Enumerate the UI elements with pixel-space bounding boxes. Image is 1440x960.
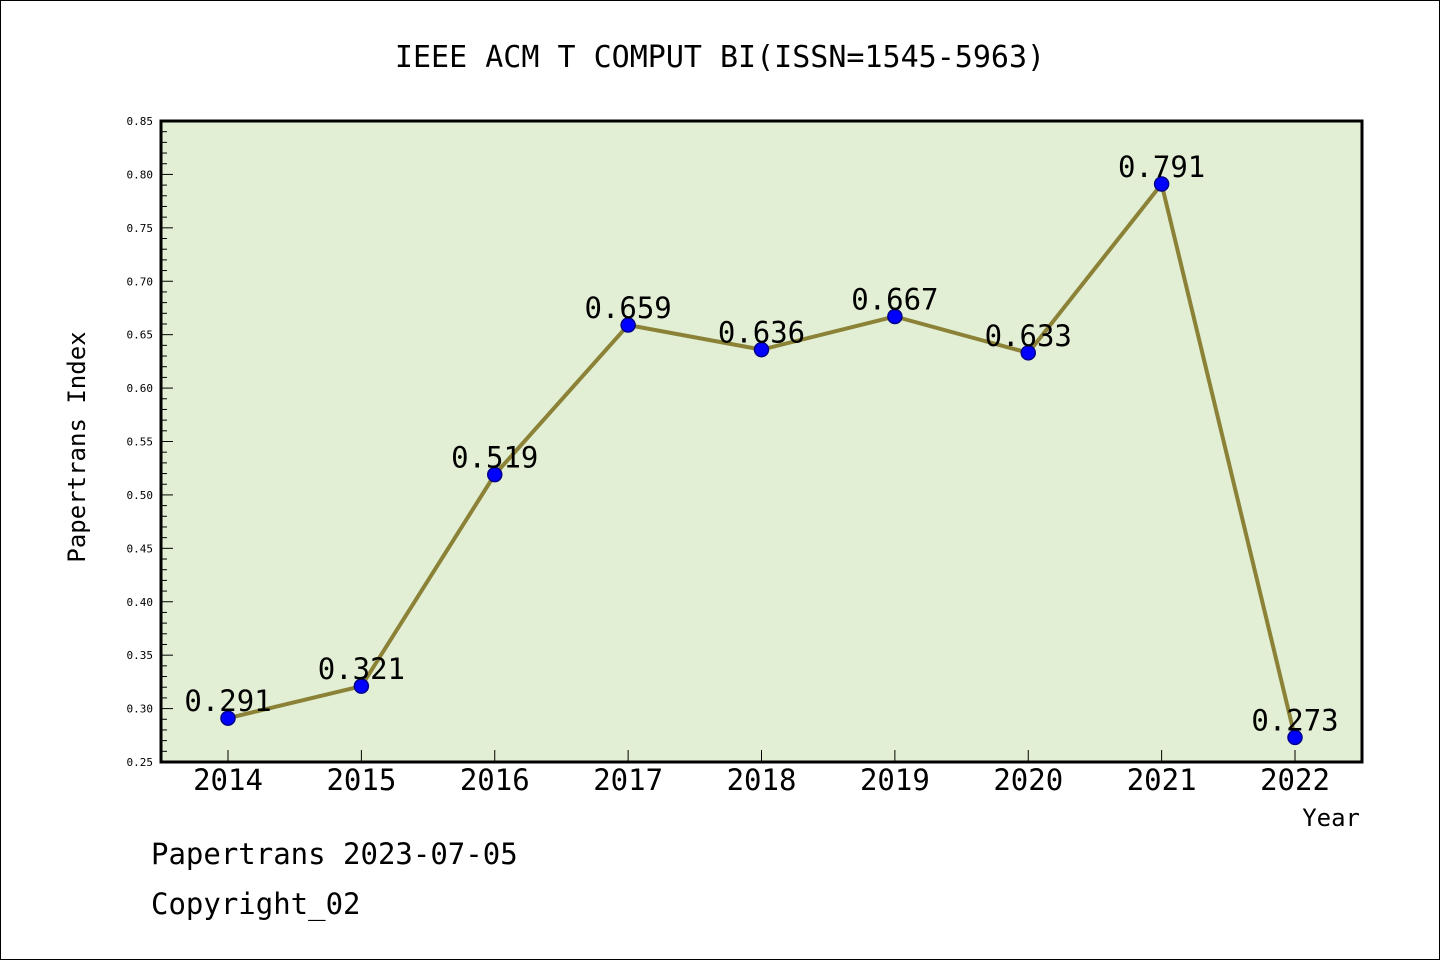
x-tick-label: 2022 [1260, 763, 1330, 797]
y-axis-label: Papertrans Index [63, 331, 91, 562]
data-label: 0.321 [318, 652, 405, 686]
y-tick-label: 0.25 [127, 756, 154, 769]
y-tick-label: 0.30 [127, 703, 154, 716]
data-point [887, 308, 903, 325]
chart-title: IEEE ACM T COMPUT BI(ISSN=1545-5963) [395, 40, 1045, 75]
y-tick-label: 0.50 [127, 489, 154, 502]
data-label: 0.667 [851, 283, 938, 317]
data-label: 0.273 [1251, 703, 1338, 737]
x-tick-label: 2017 [593, 763, 663, 797]
y-tick-label: 0.35 [127, 649, 154, 662]
x-tick-label: 2014 [193, 763, 263, 797]
x-tick-label: 2015 [326, 763, 396, 797]
data-label: 0.636 [718, 316, 805, 350]
data-point [1287, 729, 1303, 746]
data-point [353, 678, 370, 694]
data-label: 0.519 [451, 441, 538, 475]
y-tick-label: 0.55 [127, 436, 154, 449]
data-label: 0.291 [184, 684, 271, 718]
data-point [1020, 345, 1036, 361]
x-tick-label: 2021 [1127, 763, 1197, 797]
x-tick-label: 2016 [460, 763, 530, 797]
data-point [620, 317, 636, 333]
x-axis-label: Year [1302, 804, 1360, 832]
y-tick-label: 0.40 [127, 596, 154, 609]
plot-border [159, 119, 1364, 764]
y-tick-label: 0.80 [127, 168, 154, 181]
data-point [1153, 176, 1170, 192]
footer-copyright: Copyright_02 [151, 887, 361, 921]
x-tick-label: 2019 [860, 763, 930, 797]
y-tick-label: 0.75 [127, 222, 154, 235]
y-tick-label: 0.65 [127, 329, 154, 342]
data-label: 0.659 [584, 291, 671, 325]
y-axis: 0.25 0.30 0.35 0.40 0.45 0.50 0.55 0.60 0.65 0.70… [127, 115, 173, 769]
x-tick-label: 2020 [993, 763, 1063, 797]
footer-date: Papertrans 2023-07-05 [151, 837, 518, 871]
y-tick-label: 0.60 [127, 382, 154, 395]
y-tick-label: 0.45 [127, 542, 154, 555]
data-label: 0.633 [985, 319, 1072, 353]
y-tick-label: 0.70 [127, 275, 154, 288]
x-axis: 2014 2015 2016 2017 2018 2019 2020 2021 2022 [193, 750, 1330, 797]
plot-area [161, 121, 1362, 762]
data-point [753, 341, 770, 358]
x-tick-label: 2018 [727, 763, 797, 797]
data-point [487, 466, 503, 483]
series-papertrans-index: 0.291 0.321 0.519 0.659 0.636 0.667 0.633 0.791… [184, 150, 1339, 746]
y-tick-label: 0.85 [127, 115, 154, 128]
data-point [220, 710, 236, 726]
data-label: 0.791 [1118, 150, 1205, 184]
